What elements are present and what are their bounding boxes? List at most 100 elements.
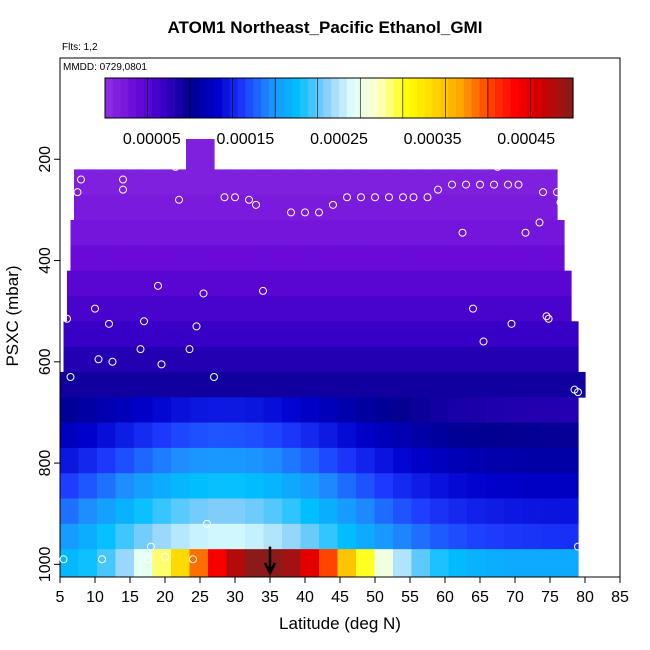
heat-cell xyxy=(375,346,395,373)
heat-cell xyxy=(405,245,424,272)
heat-cell xyxy=(141,220,160,246)
observation-point xyxy=(185,345,194,354)
heat-cell xyxy=(504,523,524,550)
heat-cell xyxy=(427,270,446,297)
heat-cell xyxy=(141,245,160,272)
heat-cell xyxy=(177,169,196,196)
colorbar-segment xyxy=(393,78,402,118)
heat-cell xyxy=(423,220,442,246)
colorbar-segment xyxy=(136,78,145,118)
heat-cell xyxy=(367,169,386,196)
heat-cell xyxy=(210,321,230,348)
heat-cell xyxy=(393,397,413,423)
heat-cell xyxy=(208,397,228,423)
colorbar-segment xyxy=(424,78,434,118)
heat-cell xyxy=(339,321,359,348)
colorbar-segment xyxy=(370,78,379,118)
heat-cell xyxy=(367,194,386,221)
colorbar-segment xyxy=(448,78,457,118)
heat-cell xyxy=(205,139,207,170)
heat-cell xyxy=(211,139,213,170)
x-tick-label: 55 xyxy=(401,589,419,606)
heat-cell xyxy=(337,270,356,297)
observation-point xyxy=(479,337,488,346)
heat-cell xyxy=(401,169,420,196)
heat-cell xyxy=(134,549,154,578)
heat-cell xyxy=(105,220,124,246)
observation-point xyxy=(192,322,201,331)
heat-cell xyxy=(541,321,561,348)
heat-cell xyxy=(430,549,450,578)
y-tick-label: 200 xyxy=(37,146,54,173)
heat-cell xyxy=(467,498,487,525)
observation-point xyxy=(409,193,418,202)
observation-point xyxy=(175,195,183,204)
heat-cell xyxy=(522,346,542,373)
heat-cell xyxy=(391,295,410,322)
heat-cell xyxy=(393,549,413,578)
heat-cell xyxy=(300,549,320,578)
heat-cell xyxy=(352,245,371,272)
heat-cell xyxy=(264,220,283,246)
heat-cell xyxy=(60,523,80,550)
heat-cell xyxy=(467,473,487,499)
heat-cell xyxy=(263,447,283,474)
heat-cell xyxy=(74,194,92,221)
heat-cell xyxy=(491,371,511,398)
heat-cell xyxy=(282,245,301,272)
heat-cell xyxy=(541,397,561,423)
heat-cell xyxy=(448,397,468,423)
colorbar-segment xyxy=(495,78,504,118)
heat-cell xyxy=(212,169,230,196)
colorbar-segment xyxy=(112,78,122,118)
heat-cell xyxy=(103,295,122,322)
colorbar-segment xyxy=(346,78,356,118)
x-tick-label: 35 xyxy=(261,589,279,606)
heat-cell xyxy=(493,220,512,246)
x-tick-label: 85 xyxy=(611,589,629,606)
heat-cell xyxy=(419,169,437,196)
heat-cell xyxy=(187,139,189,170)
heat-cell xyxy=(481,270,500,297)
heat-cell xyxy=(134,523,154,550)
heat-cell xyxy=(319,549,339,578)
heat-cell xyxy=(210,371,230,398)
heat-cell xyxy=(453,194,472,221)
observation-point xyxy=(544,314,553,323)
observation-point xyxy=(94,355,103,364)
heat-cell xyxy=(263,473,283,499)
heat-cell xyxy=(319,523,339,550)
heat-cell xyxy=(320,321,340,348)
heat-cell xyxy=(283,295,302,322)
x-axis-label: Latitude (deg N) xyxy=(279,614,401,633)
heat-cell xyxy=(210,346,230,373)
heat-cell xyxy=(322,371,342,398)
x-tick-label: 70 xyxy=(506,589,524,606)
heat-cell xyxy=(211,220,230,246)
latitude-marker-arrowhead xyxy=(263,562,277,576)
colorbar-segment xyxy=(510,78,519,118)
heat-cell xyxy=(559,498,579,525)
observation-point xyxy=(521,228,530,237)
heat-cell xyxy=(194,139,196,170)
heat-cell xyxy=(97,422,117,449)
observation-point xyxy=(556,198,565,207)
heat-cell xyxy=(97,397,117,423)
heat-cell xyxy=(467,321,487,348)
heat-cell xyxy=(559,321,579,348)
heat-cell xyxy=(355,270,374,297)
heat-cell xyxy=(115,473,135,499)
heat-cell xyxy=(334,220,354,246)
heat-cell xyxy=(152,397,172,423)
heat-cell xyxy=(105,245,124,272)
heat-cell xyxy=(204,139,206,170)
observation-point xyxy=(535,218,544,227)
heat-cell xyxy=(226,473,246,499)
colorbar-segment xyxy=(128,78,137,118)
colorbar-segment xyxy=(518,78,527,118)
heat-cell xyxy=(397,371,417,398)
heat-cell xyxy=(226,549,246,578)
heat-cell xyxy=(191,371,211,398)
heat-cell xyxy=(125,169,144,196)
